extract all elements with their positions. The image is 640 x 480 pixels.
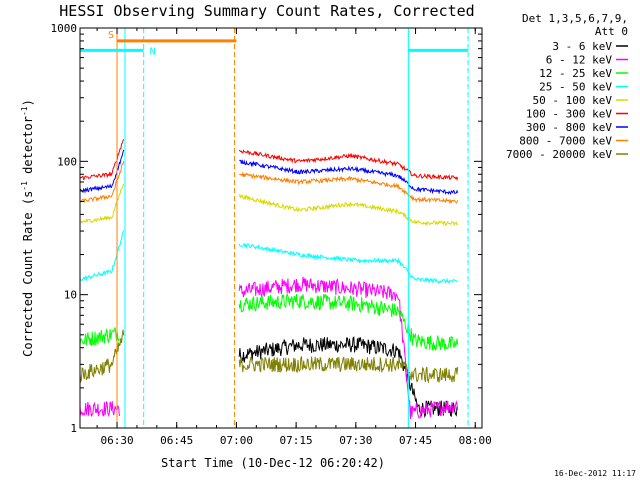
series-line-9-seg1 bbox=[79, 329, 125, 384]
series-line-6-seg1 bbox=[79, 138, 125, 181]
series-line-5-seg1 bbox=[79, 183, 125, 224]
legend-label-4: 25 - 50 keV bbox=[539, 81, 612, 94]
y-axis-label: Corrected Count Rate (s-1 detector-1) bbox=[20, 99, 35, 357]
x-axis-label: Start Time (10-Dec-12 06:20:42) bbox=[161, 456, 385, 470]
series-line-2-seg1 bbox=[79, 401, 120, 418]
legend-header-attenuator: Att 0 bbox=[595, 25, 628, 38]
y-tick-label-3: 100 bbox=[57, 155, 77, 168]
y-axis-label-part2: detector bbox=[21, 116, 35, 181]
y-axis-label-exponent1: -1 bbox=[20, 181, 29, 191]
flag-label-1: S bbox=[108, 30, 114, 41]
plot-frame bbox=[79, 27, 483, 429]
y-tick-label-1: 1 bbox=[70, 422, 77, 435]
timestamp: 16-Dec-2012 11:17 bbox=[554, 469, 636, 478]
y-axis-label-part1: Corrected Count Rate (s bbox=[21, 191, 35, 357]
series-line-3-seg1 bbox=[79, 327, 120, 346]
series-line-8-seg2 bbox=[239, 171, 459, 205]
legend-label-8: 800 - 7000 keV bbox=[519, 135, 612, 148]
x-tick-label-2: 06:45 bbox=[160, 434, 193, 447]
plot-area: SN bbox=[79, 28, 469, 429]
series-line-4-seg1 bbox=[79, 230, 125, 282]
x-tick-label-1: 06:30 bbox=[100, 434, 133, 447]
legend-label-1: 3 - 6 keV bbox=[552, 40, 612, 53]
flag-label-2: N bbox=[150, 46, 156, 57]
x-tick-label-5: 07:30 bbox=[339, 434, 372, 447]
legend-label-9: 7000 - 20000 keV bbox=[506, 148, 612, 161]
x-tick-label-6: 07:45 bbox=[399, 434, 432, 447]
series-line-8-seg1 bbox=[79, 160, 125, 203]
x-tick-label-4: 07:15 bbox=[280, 434, 313, 447]
y-tick-label-4: 1000 bbox=[51, 22, 78, 35]
legend-header-detectors: Det 1,3,5,6,7,9, bbox=[522, 12, 628, 25]
axes: 06:30 06:45 07:00 07:15 07:30 07:45 08:00 1 10 10… bbox=[51, 22, 492, 447]
series-line-2-seg2 bbox=[238, 276, 459, 420]
legend-label-7: 300 - 800 keV bbox=[526, 121, 612, 134]
x-tick-label-3: 07:00 bbox=[220, 434, 253, 447]
legend-label-2: 6 - 12 keV bbox=[546, 54, 613, 67]
series-line-7-seg2 bbox=[239, 159, 459, 196]
series-line-4-seg2 bbox=[238, 242, 459, 285]
y-axis-label-part3: ) bbox=[21, 99, 35, 106]
series-line-1-seg2 bbox=[238, 336, 458, 419]
legend-label-3: 12 - 25 keV bbox=[539, 67, 612, 80]
y-axis-label-exponent2: -1 bbox=[20, 106, 29, 116]
legend-label-6: 100 - 300 keV bbox=[526, 108, 612, 121]
y-tick-label-2: 10 bbox=[64, 289, 77, 302]
legend-label-5: 50 - 100 keV bbox=[533, 94, 613, 107]
series-line-7-seg1 bbox=[79, 149, 125, 194]
series-line-6-seg2 bbox=[238, 149, 459, 182]
series-line-5-seg2 bbox=[238, 193, 459, 227]
chart-title: HESSI Observing Summary Count Rates, Cor… bbox=[59, 2, 474, 20]
x-tick-label-7: 08:00 bbox=[459, 434, 492, 447]
series-line-9-seg2 bbox=[238, 356, 459, 384]
series-line-3-seg2 bbox=[238, 292, 459, 352]
